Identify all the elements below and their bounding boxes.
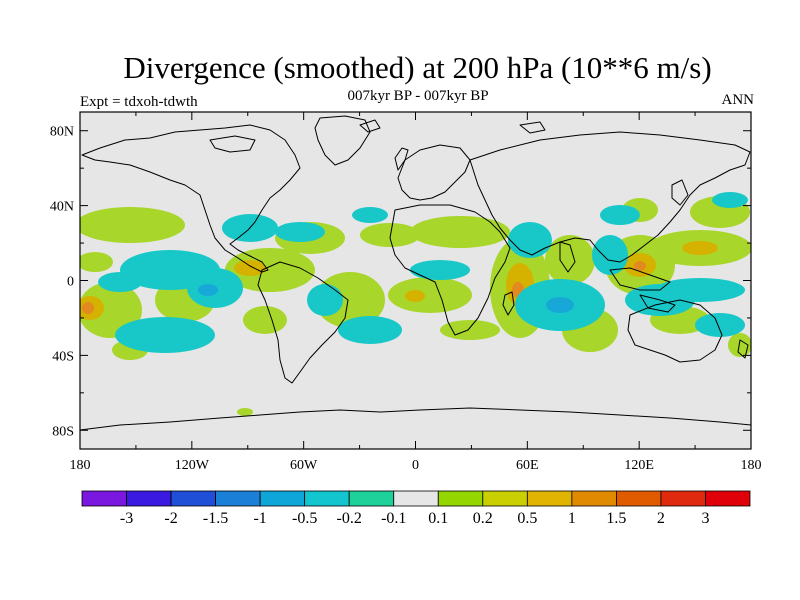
lon-tick-label: 60E	[516, 458, 539, 473]
lon-tick-label: 120E	[624, 458, 654, 473]
colorbar-swatch	[616, 490, 662, 507]
lat-tick-label: 40N	[50, 200, 74, 215]
strong-negative-cores	[198, 284, 574, 313]
experiment-label: Expt = tdxoh-tdwth	[80, 94, 198, 110]
colorbar: -3 -2 -1.5 -1 -0.5 -0.2 -0.1 0.1 0.2 0.5 1 1.5 2 3	[81, 490, 751, 527]
longitude-axis: 180 120W 60W 0 60E 120E 180	[70, 112, 762, 473]
colorbar-label: -0.2	[337, 510, 362, 527]
lon-tick-label: 0	[412, 458, 419, 473]
colorbar-label: -0.1	[381, 510, 406, 527]
colorbar-swatch	[393, 490, 439, 507]
colorbar-swatch	[126, 490, 172, 507]
colorbar-swatch	[482, 490, 528, 507]
colorbar-label: -2	[164, 510, 177, 527]
colorbar-label: -0.5	[292, 510, 317, 527]
colorbar-swatch	[705, 490, 751, 507]
colorbar-swatch	[348, 490, 395, 507]
colorbar-label: 0.2	[473, 510, 493, 527]
colorbar-swatch	[304, 490, 350, 507]
colorbar-label: 3	[701, 510, 709, 527]
colorbar-swatch	[81, 490, 127, 507]
lat-tick-label: 40S	[52, 349, 74, 364]
colorbar-swatch	[660, 490, 706, 507]
colorbar-label: 1	[568, 510, 576, 527]
lon-tick-label: 180	[741, 458, 762, 473]
colorbar-label: -3	[120, 510, 133, 527]
colorbar-label: 2	[657, 510, 665, 527]
lat-tick-label: 80N	[50, 125, 74, 140]
colorbar-swatch	[170, 490, 216, 507]
lon-tick-label: 120W	[175, 458, 210, 473]
colorbar-label: 1.5	[606, 510, 626, 527]
season-label: ANN	[721, 92, 755, 108]
colorbar-swatch	[215, 490, 261, 507]
colorbar-swatch	[437, 490, 484, 507]
positive-maxima	[82, 261, 646, 314]
colorbar-label: -1.5	[203, 510, 228, 527]
lon-tick-label: 60W	[290, 458, 318, 473]
lat-tick-label: 80S	[52, 424, 74, 439]
period-label: 007kyr BP - 007kyr BP	[347, 88, 489, 104]
colorbar-swatch	[259, 490, 306, 507]
colorbar-label: 0.5	[517, 510, 537, 527]
divergence-field	[80, 115, 751, 431]
latitude-axis: 80N 40N 0 40S 80S	[50, 125, 751, 439]
colorbar-swatch	[526, 490, 573, 507]
colorbar-label: 0.1	[428, 510, 448, 527]
colorbar-label: -1	[253, 510, 266, 527]
lat-tick-label: 0	[67, 275, 74, 290]
map-title: Divergence (smoothed) at 200 hPa (10**6 …	[123, 50, 712, 85]
lon-tick-label: 180	[70, 458, 91, 473]
colorbar-swatch	[571, 490, 617, 507]
coastlines	[80, 115, 751, 431]
